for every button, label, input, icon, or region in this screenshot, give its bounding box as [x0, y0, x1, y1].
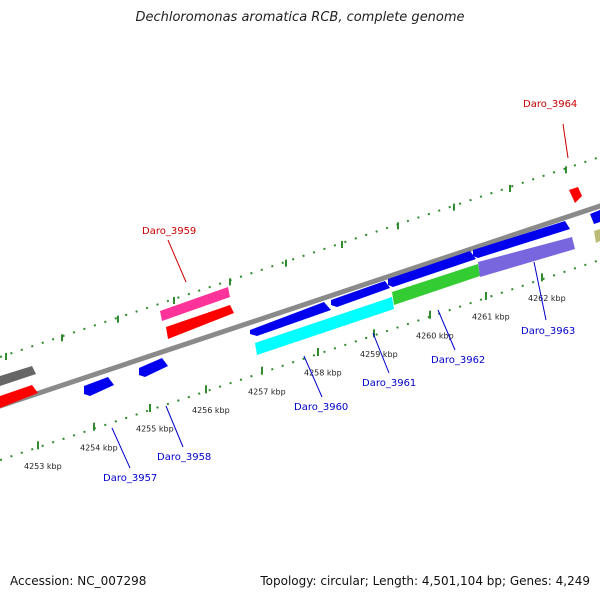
- tick-label: 4256 kbp: [192, 406, 230, 415]
- gene-blue-a[interactable]: [250, 302, 331, 336]
- gene-label-daro-3964[interactable]: Daro_3964: [523, 99, 577, 110]
- gene-daro-3960-block[interactable]: [255, 297, 394, 355]
- gene-label-daro-3959[interactable]: Daro_3959: [142, 226, 196, 237]
- gene-daro-3964-block[interactable]: [569, 187, 582, 203]
- gene-olive-right[interactable]: [594, 229, 600, 243]
- gene-label-daro-3960[interactable]: Daro_3960: [294, 402, 348, 413]
- major-ticks: [5, 166, 567, 450]
- tick-label: 4261 kbp: [472, 313, 510, 322]
- gene-red-3959-pair[interactable]: [166, 305, 234, 339]
- tick-label: 4258 kbp: [304, 369, 342, 378]
- tick-label: 4257 kbp: [248, 387, 286, 396]
- gene-blue-b[interactable]: [331, 281, 390, 307]
- gene-label-daro-3963[interactable]: Daro_3963: [521, 326, 575, 337]
- gene-daro-3959-block[interactable]: [160, 287, 230, 321]
- gene-label-daro-3958[interactable]: Daro_3958: [157, 452, 211, 463]
- tick-label: 4255 kbp: [136, 425, 174, 434]
- accession-text: Accession: NC_007298: [10, 574, 147, 588]
- genome-backbone: [0, 203, 600, 409]
- gene-track: [0, 187, 600, 408]
- tick-label: 4259 kbp: [360, 350, 398, 359]
- tick-labels: 4253 kbp 4254 kbp 4255 kbp 4256 kbp 4257 kbp…: [24, 294, 566, 471]
- tick-label: 4262 kbp: [528, 294, 566, 303]
- gene-gray[interactable]: [0, 366, 36, 386]
- gene-blue-c[interactable]: [388, 251, 476, 287]
- gene-daro-3962-block[interactable]: [392, 264, 480, 305]
- tick-label: 4253 kbp: [24, 462, 62, 471]
- gene-label-daro-3962[interactable]: Daro_3962: [431, 355, 485, 366]
- gene-blue-d[interactable]: [473, 221, 570, 258]
- gene-red-left[interactable]: [0, 385, 38, 408]
- gene-blue-right[interactable]: [590, 210, 600, 224]
- inner-tick-track: [0, 259, 600, 461]
- map-title: Dechloromonas aromatica RCB, complete ge…: [135, 10, 465, 25]
- gene-label-daro-3961[interactable]: Daro_3961: [362, 378, 416, 389]
- tick-label: 4254 kbp: [80, 443, 118, 452]
- gene-label-daro-3957[interactable]: Daro_3957: [103, 473, 157, 484]
- tick-label: 4260 kbp: [416, 331, 454, 340]
- callout-lines: [111, 123, 569, 469]
- gene-daro-3963-block[interactable]: [478, 237, 575, 277]
- gene-daro-3957-block[interactable]: [84, 377, 114, 396]
- genome-summary-text: Topology: circular; Length: 4,501,104 bp…: [260, 574, 590, 588]
- gene-daro-3958-block[interactable]: [139, 358, 168, 377]
